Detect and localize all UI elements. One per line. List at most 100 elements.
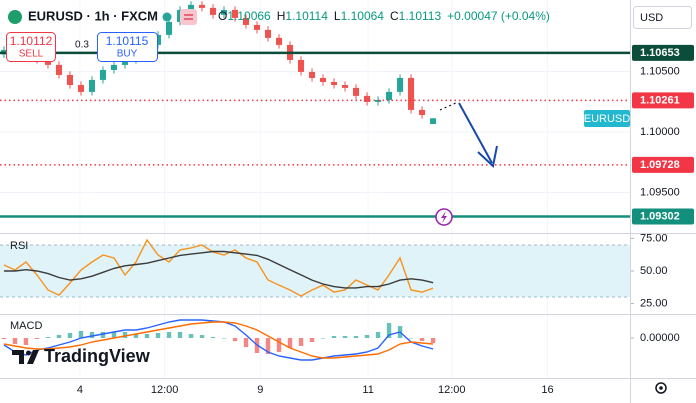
logo-mark	[12, 350, 24, 364]
rsi-title: RSI	[10, 240, 28, 252]
candle-body	[386, 91, 393, 101]
macd-histogram-bar	[78, 331, 84, 338]
ohlc-value: 1.10064	[341, 9, 385, 23]
ohlc-value: 1.10113	[399, 9, 442, 23]
sell-button[interactable]	[6, 32, 56, 62]
macd-histogram-bar	[111, 332, 117, 338]
x-tick-label: 4	[77, 384, 83, 396]
x-tick-label: 12:00	[438, 384, 466, 396]
y-tick-label: 50.00	[640, 265, 668, 277]
macd-title: MACD	[10, 320, 42, 332]
buy-button[interactable]	[97, 32, 158, 62]
macd-histogram-bar	[430, 338, 436, 343]
candle-body	[275, 37, 283, 45]
candle-body	[353, 87, 360, 96]
candle-body	[165, 21, 173, 35]
macd-histogram-bar	[276, 338, 282, 352]
macd-histogram-bar	[166, 332, 172, 338]
sell-label: SELL	[19, 49, 44, 60]
candle-body	[320, 77, 327, 82]
currency-box[interactable]	[633, 6, 692, 29]
panes	[0, 1, 634, 361]
macd-histogram-bar	[232, 338, 238, 341]
macd-histogram-bar	[243, 338, 249, 347]
macd-line	[3, 321, 434, 359]
settings-icon[interactable]	[655, 382, 667, 394]
logo-text: TradingView	[44, 346, 151, 366]
buy-label: BUY	[117, 49, 138, 60]
x-tick-label: 16	[541, 384, 553, 396]
x-tick-label: 9	[257, 384, 263, 396]
overlay: EURUSD · 1h · FXCM O1.10066 H1.10114 L1.10…	[6, 6, 692, 394]
y-tick-label: 75.00	[640, 232, 668, 244]
ohlc-key: H	[277, 9, 286, 23]
macd-histogram-bar	[287, 338, 293, 348]
candle-body	[408, 77, 415, 110]
ohlc-value: 1.10066	[227, 9, 271, 23]
macd-histogram-bar	[419, 338, 425, 341]
rsi-line	[4, 250, 434, 289]
ohlc-key: O	[218, 9, 227, 23]
candle-body	[66, 74, 74, 86]
candle-body	[298, 59, 305, 72]
macd-histogram-bar	[364, 335, 370, 338]
candle-body	[342, 85, 349, 88]
level-label: 1.09302	[640, 210, 680, 222]
sell-price: 1.10112	[10, 34, 53, 48]
y-tick-label: 1.10000	[640, 126, 680, 138]
candle-body	[220, 9, 228, 15]
macd-histogram-bar	[199, 335, 205, 338]
macd-histogram-bar	[12, 338, 18, 344]
ohlc-key: C	[390, 9, 399, 23]
macd-histogram-bar	[375, 332, 381, 338]
macd-histogram-bar	[67, 333, 73, 338]
macd-histogram-bar	[56, 335, 62, 338]
ohlc-change: +0.00047 (+0.04%)	[447, 9, 550, 23]
candle-body	[364, 95, 371, 102]
macd-histogram-bar	[221, 338, 227, 339]
macd-histogram-bar	[45, 337, 51, 338]
macd-histogram-bar	[23, 338, 29, 345]
candle-body	[77, 85, 85, 92]
macd-histogram-bar	[265, 338, 271, 354]
macd-histogram-bar	[408, 338, 414, 339]
alert-icon-bolt	[441, 211, 447, 223]
candle-body	[430, 118, 437, 124]
indicator-toggle-icon	[184, 14, 193, 20]
candle-body	[209, 7, 217, 15]
macd-histogram-bar	[155, 333, 161, 338]
settings-icon-center	[659, 386, 663, 390]
macd-histogram-bar	[188, 334, 194, 338]
macd-histogram-bar	[353, 336, 359, 338]
level-tag	[632, 92, 694, 109]
level-label: 1.10653	[640, 47, 680, 59]
candle-body	[309, 71, 316, 78]
macd-histogram-bar	[386, 323, 392, 338]
currency: USD	[640, 12, 663, 24]
ohlc-legend: O1.10066 H1.10114 L1.10064 C1.10113 +0.00047…	[218, 9, 550, 23]
macd-histogram-bar	[320, 338, 326, 339]
candle-body	[99, 69, 107, 80]
y-tick-label: 1.10500	[640, 65, 680, 77]
candle-body	[331, 81, 338, 86]
symbol: EURUSD · 1h · FXCM	[28, 8, 158, 23]
level-label: 1.10261	[640, 94, 680, 106]
macd-histogram-bar	[100, 332, 106, 338]
y-tick-label: 1.09500	[640, 186, 680, 198]
symbol-tag: EURUSD	[584, 113, 631, 125]
candle-body	[253, 24, 261, 30]
indicator-toggle[interactable]	[180, 9, 197, 25]
macd-histogram-bar	[133, 334, 139, 338]
forecast-arrow	[458, 102, 493, 164]
symbol-tag-box	[584, 110, 630, 127]
macd-histogram-bar	[210, 337, 216, 338]
logo-mark	[27, 350, 39, 364]
level-tag	[632, 44, 694, 61]
candle-body	[198, 4, 206, 8]
y-tick-label: 25.00	[640, 297, 668, 309]
candle-body	[187, 4, 195, 10]
macd-histogram-bar	[342, 336, 348, 338]
symbol-icon	[8, 10, 22, 24]
